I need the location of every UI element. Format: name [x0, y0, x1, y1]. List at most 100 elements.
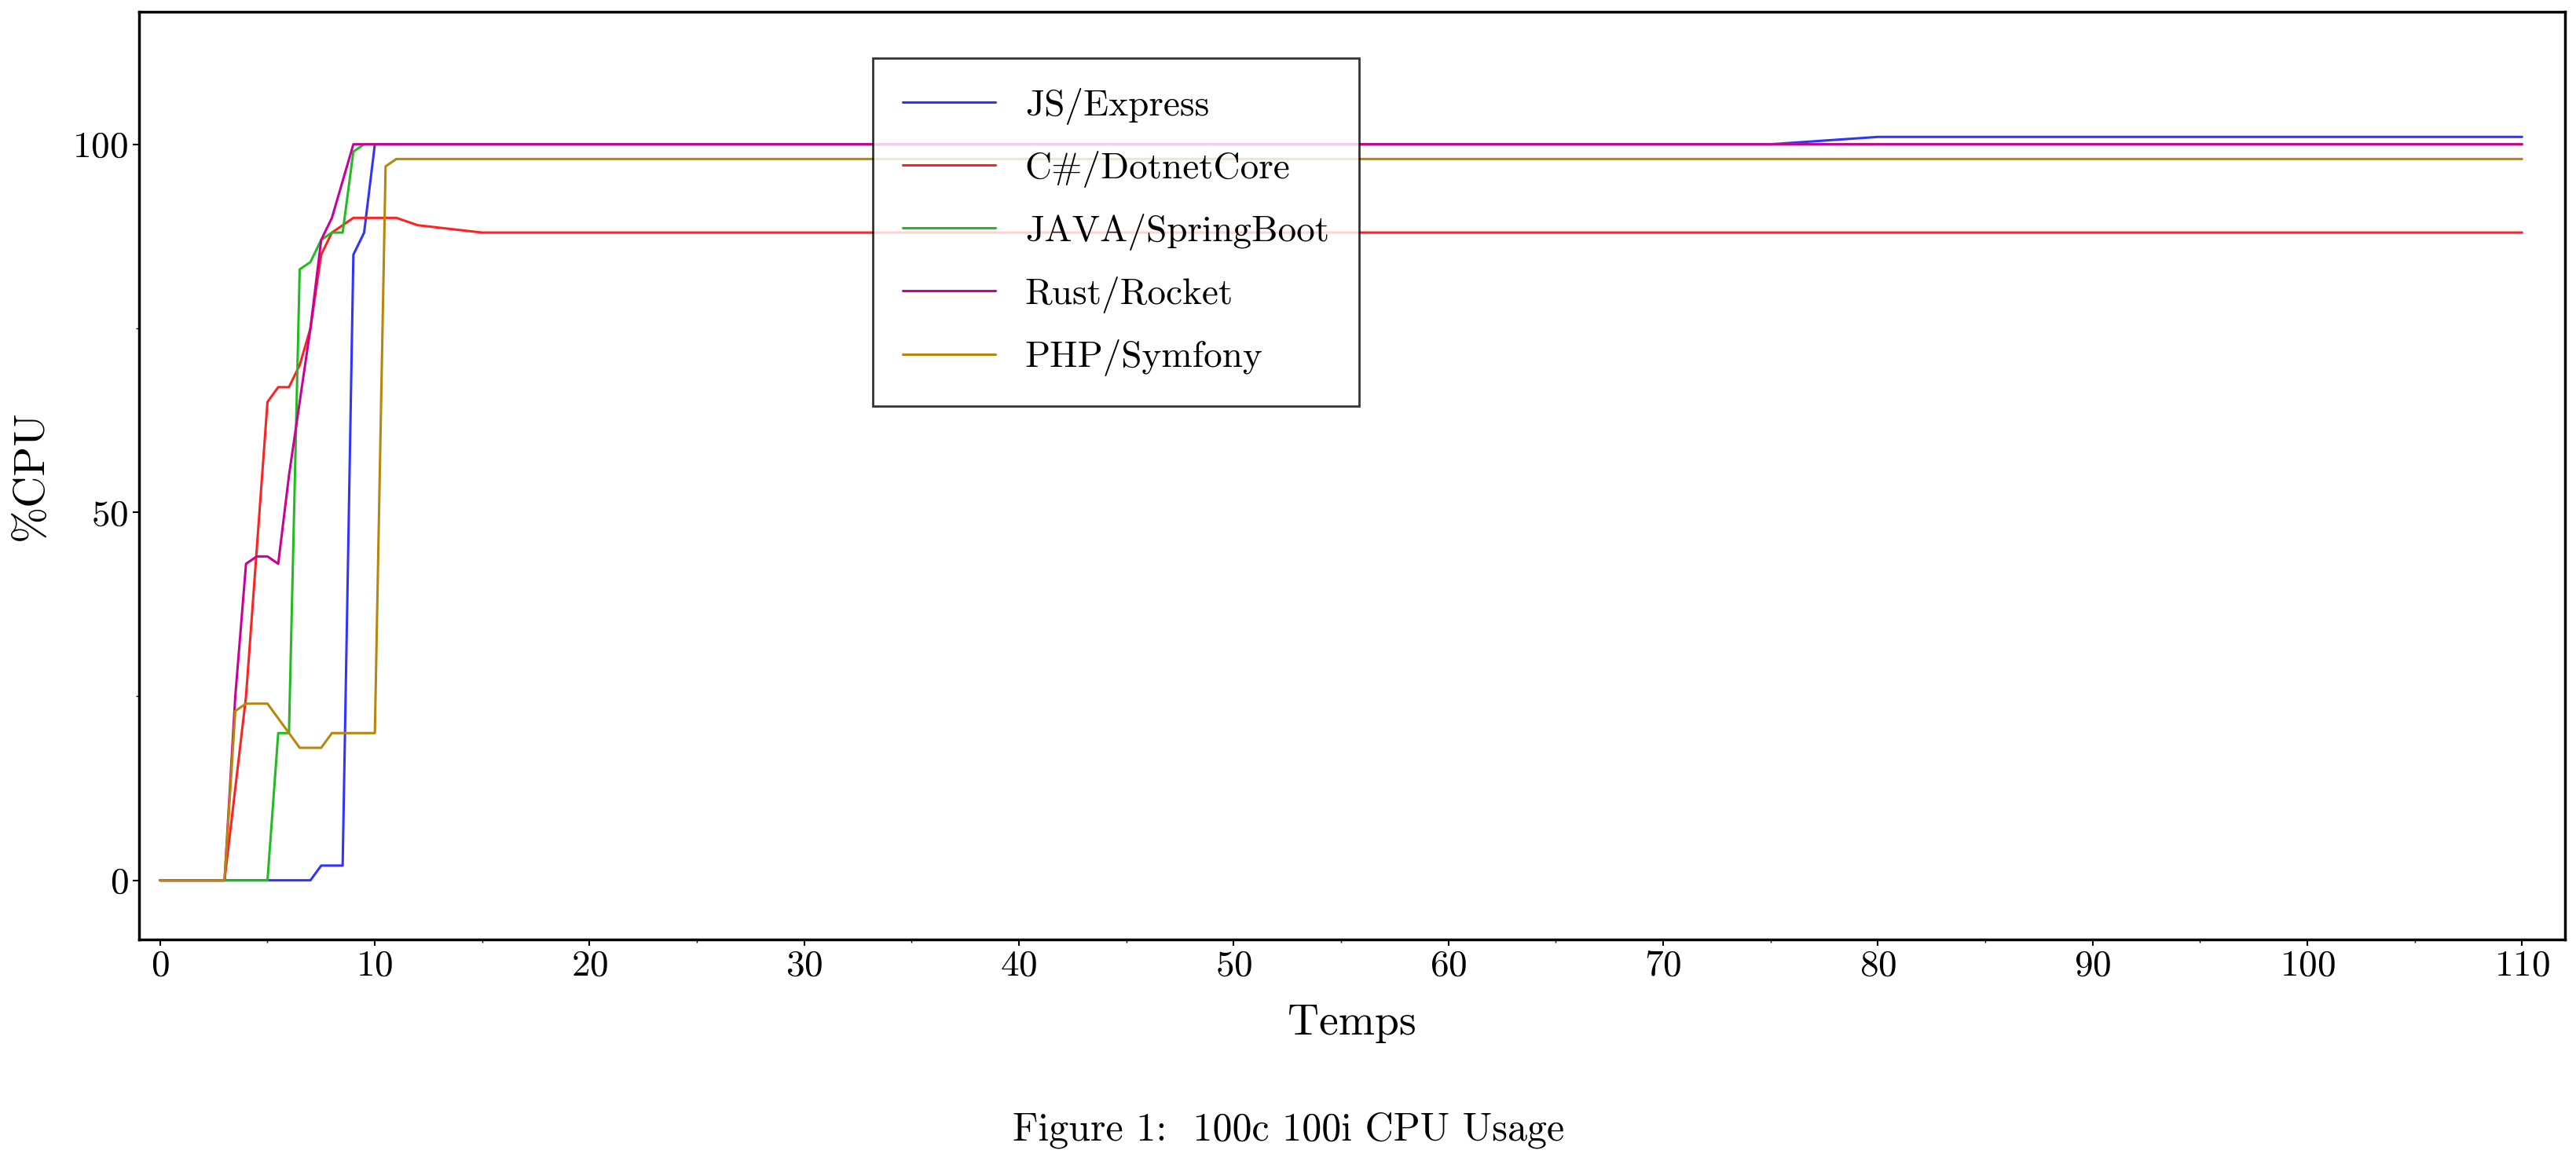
Rust/Rocket [283, 395, 314, 409]
JS/Express [327, 859, 358, 873]
JS/Express [165, 873, 196, 887]
JAVA/SpringBoot [1754, 137, 1785, 151]
JS/Express [2184, 130, 2215, 144]
Rust/Rocket [2398, 137, 2429, 151]
JS/Express [317, 859, 348, 873]
JS/Express [2506, 130, 2537, 144]
C#/DotnetCore [2184, 225, 2215, 239]
JS/Express [1754, 137, 1785, 151]
Rust/Rocket [1754, 137, 1785, 151]
PHP/Symfony [209, 873, 240, 887]
Rust/Rocket [896, 137, 927, 151]
Rust/Rocket [2290, 137, 2321, 151]
C#/DotnetCore [252, 395, 283, 409]
C#/DotnetCore [466, 225, 497, 239]
Rust/Rocket [144, 873, 175, 887]
JAVA/SpringBoot [1540, 137, 1571, 151]
C#/DotnetCore [1754, 225, 1785, 239]
C#/DotnetCore [327, 218, 358, 232]
Rust/Rocket [1002, 137, 1033, 151]
C#/DotnetCore [273, 380, 304, 394]
C#/DotnetCore [1432, 225, 1463, 239]
JS/Express [1540, 137, 1571, 151]
PHP/Symfony [788, 152, 819, 166]
JS/Express [1324, 137, 1355, 151]
JAVA/SpringBoot [229, 873, 260, 887]
Line: C#/DotnetCore: C#/DotnetCore [160, 218, 2522, 880]
C#/DotnetCore [1218, 225, 1249, 239]
C#/DotnetCore [680, 225, 711, 239]
JAVA/SpringBoot [1646, 137, 1677, 151]
C#/DotnetCore [402, 218, 433, 232]
Rust/Rocket [358, 137, 389, 151]
PHP/Symfony [1540, 152, 1571, 166]
Rust/Rocket [574, 137, 605, 151]
C#/DotnetCore [1968, 225, 1999, 239]
PHP/Symfony [219, 704, 250, 718]
Rust/Rocket [219, 689, 250, 703]
C#/DotnetCore [381, 211, 412, 225]
JS/Express [1110, 137, 1141, 151]
Rust/Rocket [327, 173, 358, 188]
Rust/Rocket [1432, 137, 1463, 151]
PHP/Symfony [348, 727, 379, 741]
Rust/Rocket [2076, 137, 2107, 151]
Rust/Rocket [229, 557, 260, 571]
JS/Express [307, 859, 337, 873]
Line: JAVA/SpringBoot: JAVA/SpringBoot [160, 144, 2522, 880]
JS/Express [252, 873, 283, 887]
C#/DotnetCore [788, 225, 819, 239]
JAVA/SpringBoot [294, 255, 325, 270]
JAVA/SpringBoot [788, 137, 819, 151]
PHP/Symfony [1968, 152, 1999, 166]
Rust/Rocket [165, 873, 196, 887]
JAVA/SpringBoot [574, 137, 605, 151]
PHP/Symfony [358, 727, 389, 741]
Y-axis label: %CPU: %CPU [13, 410, 52, 540]
Line: JS/Express: JS/Express [160, 137, 2522, 880]
PHP/Symfony [1646, 152, 1677, 166]
JAVA/SpringBoot [466, 137, 497, 151]
C#/DotnetCore [229, 689, 260, 703]
JS/Express [1218, 137, 1249, 151]
JAVA/SpringBoot [2184, 137, 2215, 151]
JS/Express [229, 873, 260, 887]
C#/DotnetCore [1646, 225, 1677, 239]
PHP/Symfony [1110, 152, 1141, 166]
PHP/Symfony [1432, 152, 1463, 166]
JAVA/SpringBoot [2290, 137, 2321, 151]
C#/DotnetCore [1862, 225, 1893, 239]
JAVA/SpringBoot [1968, 137, 1999, 151]
JAVA/SpringBoot [1862, 137, 1893, 151]
JAVA/SpringBoot [165, 873, 196, 887]
PHP/Symfony [1324, 152, 1355, 166]
Rust/Rocket [466, 137, 497, 151]
Line: Rust/Rocket: Rust/Rocket [160, 144, 2522, 880]
PHP/Symfony [371, 159, 402, 173]
JS/Express [273, 873, 304, 887]
JAVA/SpringBoot [381, 137, 412, 151]
Rust/Rocket [1110, 137, 1141, 151]
PHP/Symfony [263, 711, 294, 725]
PHP/Symfony [144, 873, 175, 887]
JS/Express [1862, 130, 1893, 144]
C#/DotnetCore [307, 247, 337, 261]
PHP/Symfony [283, 741, 314, 755]
Rust/Rocket [1324, 137, 1355, 151]
JAVA/SpringBoot [188, 873, 219, 887]
Line: PHP/Symfony: PHP/Symfony [160, 159, 2522, 880]
JAVA/SpringBoot [348, 137, 379, 151]
JAVA/SpringBoot [144, 873, 175, 887]
PHP/Symfony [680, 152, 711, 166]
JAVA/SpringBoot [283, 263, 314, 277]
JS/Express [294, 873, 325, 887]
Rust/Rocket [307, 233, 337, 247]
C#/DotnetCore [358, 211, 389, 225]
JAVA/SpringBoot [2398, 137, 2429, 151]
JS/Express [209, 873, 240, 887]
C#/DotnetCore [2076, 225, 2107, 239]
C#/DotnetCore [2290, 225, 2321, 239]
JS/Express [1432, 137, 1463, 151]
JS/Express [2398, 130, 2429, 144]
Rust/Rocket [1862, 137, 1893, 151]
